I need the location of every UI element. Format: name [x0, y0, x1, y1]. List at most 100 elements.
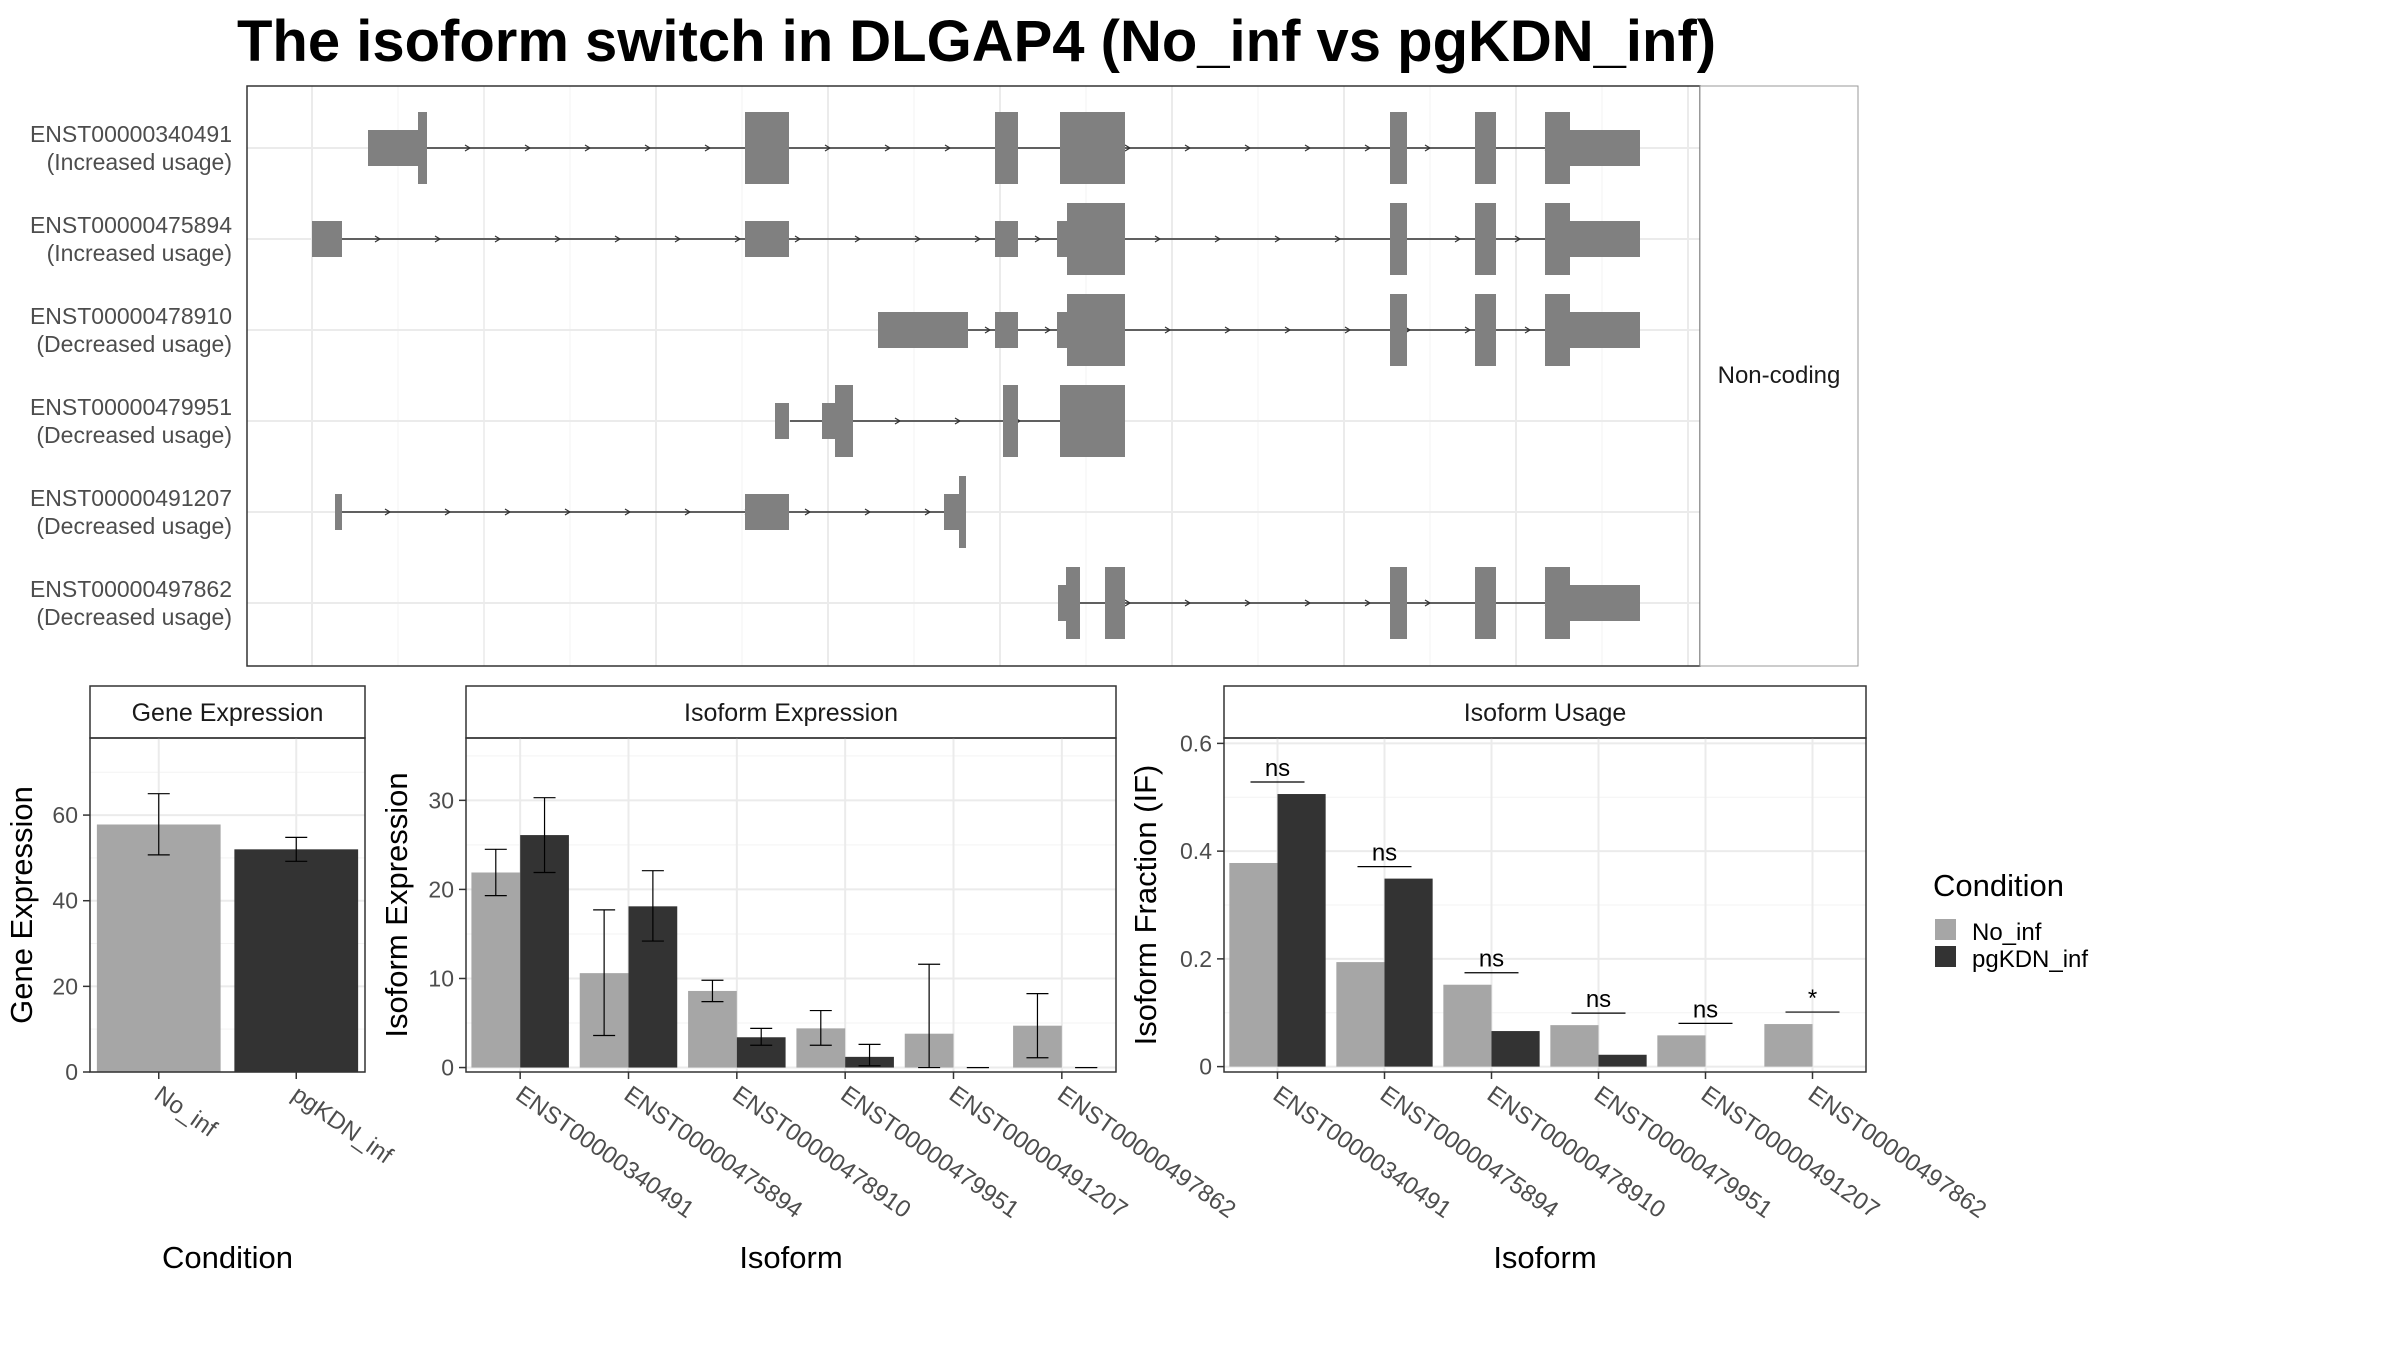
exon	[1568, 312, 1640, 348]
panel-title: Isoform Usage	[1464, 699, 1627, 727]
direction-arrow	[1244, 144, 1252, 152]
exon	[1060, 385, 1125, 457]
direction-arrow	[794, 235, 802, 243]
y-tick-label: 30	[428, 787, 454, 813]
x-tick-label: ENST00000479951	[836, 1081, 1024, 1224]
bar-ENST00000491207-No_inf	[1657, 1035, 1706, 1067]
direction-arrow	[1224, 326, 1232, 334]
direction-arrow	[1154, 235, 1162, 243]
direction-arrow	[614, 235, 622, 243]
bar-ENST00000340491-No_inf	[1229, 862, 1278, 1067]
direction-arrow	[1514, 235, 1522, 243]
y-tick-label: 0	[441, 1055, 454, 1081]
significance-label: ns	[1586, 986, 1611, 1013]
direction-arrow	[864, 508, 872, 516]
direction-arrow	[804, 508, 812, 516]
significance-label: ns	[1265, 755, 1290, 782]
isoform-usage-label: (Decreased usage)	[36, 422, 232, 448]
strip-label-non-coding: Non-coding	[1718, 362, 1841, 389]
x-tick-label: ENST00000479951	[1589, 1081, 1777, 1224]
direction-arrow	[674, 235, 682, 243]
legend-title: Condition	[1933, 868, 2064, 903]
figure-title: The isoform switch in DLGAP4 (No_inf vs …	[237, 9, 1717, 74]
exon	[1475, 112, 1496, 184]
y-tick-label: 0	[1199, 1054, 1212, 1080]
isoform-id-label: ENST00000479951	[30, 394, 232, 420]
panel-border	[89, 737, 366, 1073]
exon	[368, 130, 420, 166]
y-tick-label: 0.6	[1180, 730, 1212, 756]
direction-arrow	[854, 235, 862, 243]
direction-arrow	[434, 235, 442, 243]
isoform-structure-panel: Non-coding ENST00000340491(Increased usa…	[30, 85, 1859, 667]
direction-arrow	[824, 144, 832, 152]
y-tick-label: 0.2	[1180, 946, 1212, 972]
direction-arrow	[1284, 326, 1292, 334]
x-tick-label: ENST00000478910	[1482, 1081, 1670, 1224]
direction-arrow	[1184, 599, 1192, 607]
bar-ENST00000479951-pgKDN_inf	[1598, 1054, 1647, 1067]
x-tick-label: ENST00000491207	[1696, 1081, 1884, 1224]
direction-arrow	[1334, 235, 1342, 243]
y-axis-title: Isoform Expression	[379, 772, 414, 1037]
structure-isoform-labels: ENST00000340491(Increased usage)ENST0000…	[30, 121, 232, 630]
exon	[745, 112, 789, 184]
isoform-usage-label: (Increased usage)	[47, 149, 232, 175]
x-tick-label: ENST00000475894	[619, 1081, 807, 1224]
exon	[1067, 294, 1125, 366]
direction-arrow	[894, 417, 902, 425]
bar-No_inf	[96, 824, 221, 1072]
y-axis-title: Isoform Fraction (IF)	[1128, 765, 1163, 1046]
y-tick-label: 10	[428, 965, 454, 991]
legend-label-pgkdn-inf: pgKDN_inf	[1972, 946, 2088, 973]
significance-label: ns	[1372, 840, 1397, 867]
exon	[1545, 294, 1570, 366]
bar-ENST00000340491-pgKDN_inf	[520, 835, 569, 1068]
structure-strip	[1699, 85, 1859, 667]
exon	[745, 494, 789, 530]
direction-arrow	[504, 508, 512, 516]
exon	[1067, 203, 1125, 275]
isoform-expression-panel: Isoform Expression 0 10 20 30 ENST00000340491…	[379, 685, 1241, 1275]
panel-border	[1223, 737, 1867, 1073]
x-tick-label: ENST00000475894	[1375, 1081, 1563, 1224]
isoform-usage-panel: Isoform Usage 0 0.2 0.4 0.6 ns ns ns ns ns * ENST00…	[1128, 685, 1991, 1275]
bar-ENST00000475894-pgKDN_inf	[1384, 878, 1433, 1067]
x-axis-title: Condition	[162, 1240, 293, 1275]
direction-arrow	[464, 144, 472, 152]
direction-arrow	[1124, 599, 1132, 607]
direction-arrow	[524, 144, 532, 152]
panel-title: Gene Expression	[132, 699, 324, 727]
direction-arrow	[924, 508, 932, 516]
isoform-id-label: ENST00000491207	[30, 485, 232, 511]
bar-ENST00000478910-pgKDN_inf	[1491, 1031, 1540, 1067]
exon	[1545, 567, 1570, 639]
bar-pgKDN_inf	[234, 849, 359, 1072]
exon	[1475, 294, 1496, 366]
isoform-track-ENST00000497862	[1058, 567, 1640, 639]
exon	[1390, 112, 1407, 184]
direction-arrow	[1274, 235, 1282, 243]
direction-arrow	[1524, 326, 1532, 334]
isoform-usage-label: (Decreased usage)	[36, 513, 232, 539]
direction-arrow	[384, 508, 392, 516]
isoform-usage-label: (Decreased usage)	[36, 604, 232, 630]
panel-border	[465, 737, 1117, 1073]
exon	[775, 403, 789, 439]
direction-arrow	[1044, 326, 1052, 334]
exon	[1057, 221, 1067, 257]
direction-arrow	[914, 235, 922, 243]
x-tick-label: ENST00000478910	[727, 1081, 915, 1224]
bar-ENST00000479951-No_inf	[1550, 1025, 1599, 1067]
direction-arrow	[1214, 235, 1222, 243]
exon	[822, 403, 837, 439]
legend-key-pgkdn-inf	[1935, 946, 1956, 967]
x-axis-title: Isoform	[739, 1240, 842, 1275]
exon	[1060, 112, 1125, 184]
exon	[995, 221, 1018, 257]
bar-ENST00000478910-No_inf	[1443, 984, 1492, 1067]
significance-label: ns	[1479, 946, 1504, 973]
direction-arrow	[884, 144, 892, 152]
legend: Condition No_inf pgKDN_inf	[1933, 868, 2088, 973]
significance-label: *	[1808, 985, 1817, 1012]
